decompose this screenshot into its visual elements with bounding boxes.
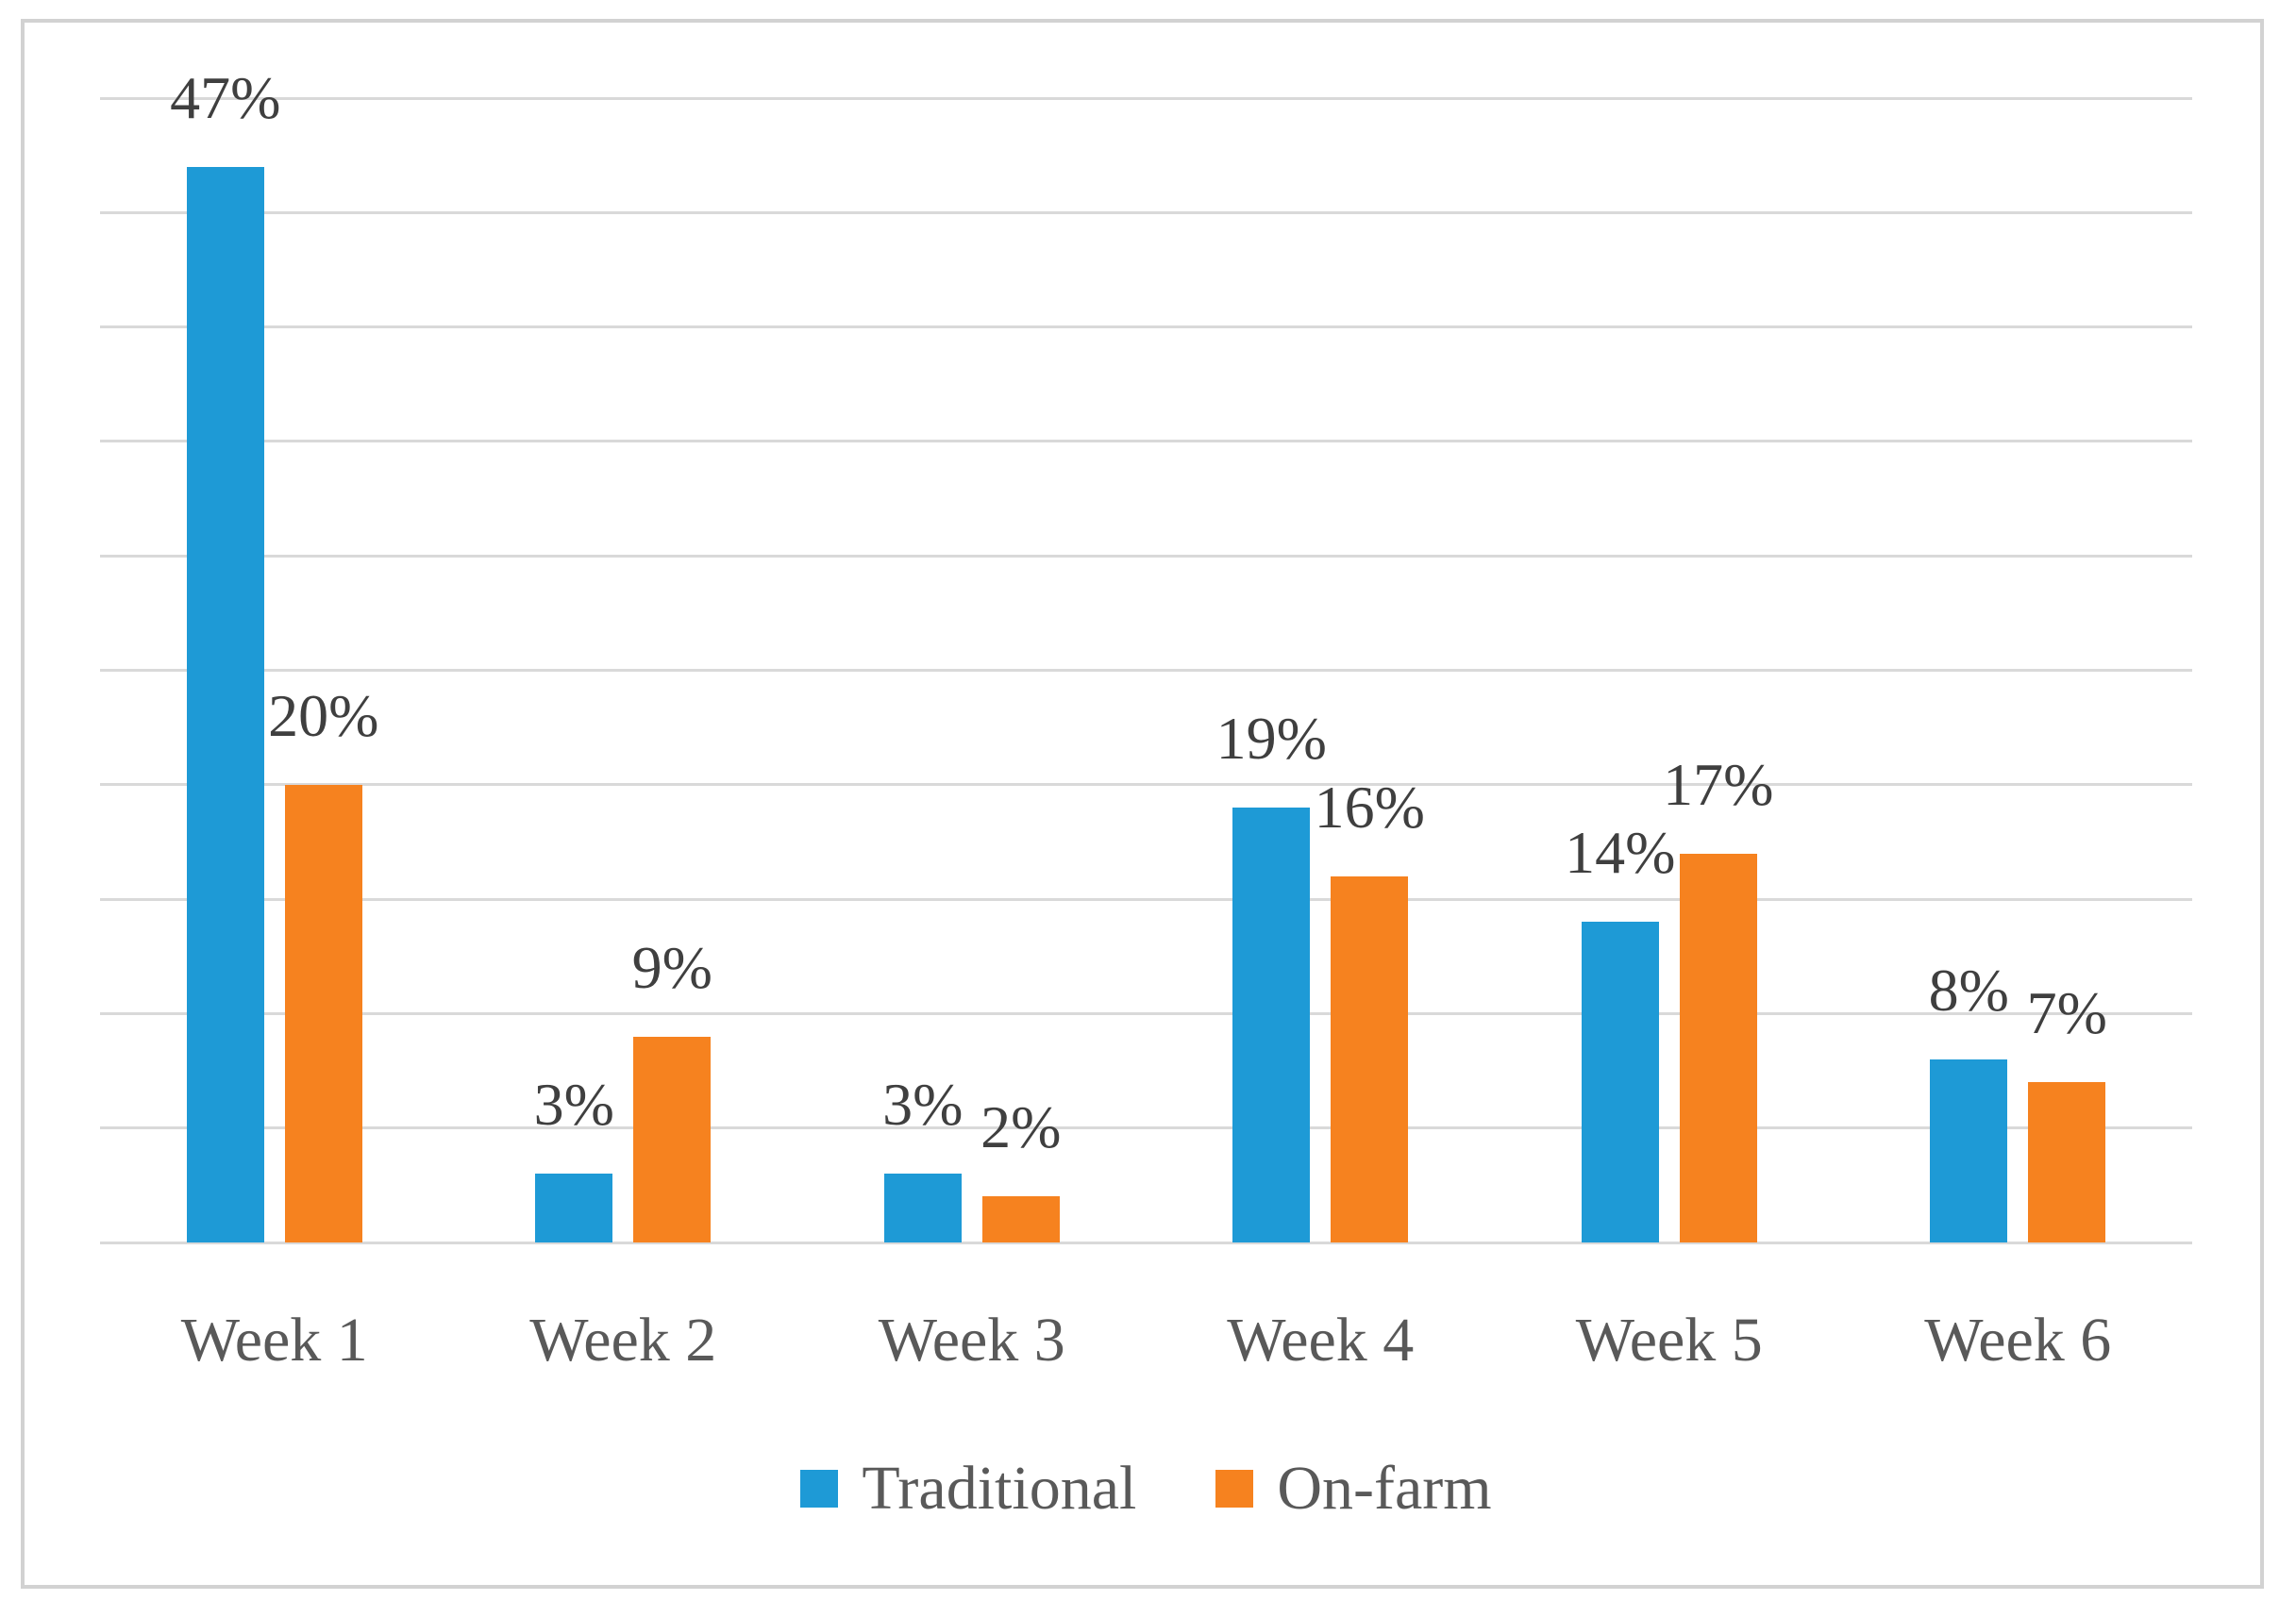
- data-label-on-farm-week-4: 16%: [1314, 773, 1425, 841]
- x-axis-labels: Week 1 Week 2 Week 3 Week 4 Week 5 Week 6: [100, 1298, 2192, 1383]
- data-label-traditional-week-2: 3%: [533, 1071, 614, 1139]
- x-axis-label-week-1: Week 1: [180, 1306, 368, 1375]
- gridline: [100, 554, 2192, 558]
- data-label-traditional-week-1: 47%: [170, 63, 281, 131]
- data-label-traditional-week-4: 19%: [1215, 705, 1327, 773]
- bar-on-farm-week-5: [1679, 853, 1757, 1242]
- legend-label-on-farm: On-farm: [1277, 1454, 1492, 1523]
- data-label-on-farm-week-5: 17%: [1663, 750, 1774, 818]
- bar-on-farm-week-1: [284, 784, 362, 1242]
- x-axis-baseline: [100, 1241, 2192, 1244]
- chart-legend: Traditional On-farm: [100, 1451, 2192, 1526]
- bar-traditional-week-2: [535, 1174, 613, 1242]
- traditional-series-swatch-icon: [800, 1470, 839, 1508]
- bar-traditional-week-5: [1581, 922, 1659, 1242]
- x-axis-label-week-3: Week 3: [878, 1306, 1065, 1375]
- gridline: [100, 1011, 2192, 1015]
- on-farm-series-swatch-icon: [1215, 1470, 1254, 1508]
- data-label-on-farm-week-6: 7%: [2026, 979, 2107, 1047]
- gridline: [100, 325, 2192, 329]
- bar-on-farm-week-2: [633, 1036, 712, 1242]
- bar-traditional-week-1: [186, 166, 264, 1242]
- gridline: [100, 897, 2192, 901]
- bar-on-farm-week-3: [981, 1196, 1060, 1242]
- x-axis-label-week-2: Week 2: [529, 1306, 717, 1375]
- legend-item-traditional: Traditional: [800, 1451, 1136, 1526]
- plot-area: 47% 3% 3% 19% 14% 8% 20% 9% 2% 16% 17% 7%: [100, 67, 2192, 1244]
- bar-traditional-week-4: [1232, 808, 1311, 1242]
- bar-on-farm-week-6: [2028, 1082, 2106, 1242]
- x-axis-label-week-4: Week 4: [1227, 1306, 1415, 1375]
- gridline: [100, 1126, 2192, 1130]
- legend-label-traditional: Traditional: [862, 1454, 1137, 1523]
- gridline: [100, 210, 2192, 214]
- x-axis-label-week-6: Week 6: [1924, 1306, 2112, 1375]
- gridline: [100, 783, 2192, 787]
- data-label-on-farm-week-2: 9%: [631, 933, 712, 1001]
- bar-on-farm-week-4: [1331, 875, 1409, 1242]
- legend-item-on-farm: On-farm: [1215, 1451, 1492, 1526]
- gridline: [100, 669, 2192, 672]
- data-label-on-farm-week-3: 2%: [980, 1093, 1062, 1161]
- data-label-traditional-week-3: 3%: [882, 1071, 964, 1139]
- data-label-traditional-week-5: 14%: [1565, 819, 1676, 887]
- data-label-on-farm-week-1: 20%: [268, 681, 379, 749]
- data-label-traditional-week-6: 8%: [1928, 956, 2009, 1024]
- bar-traditional-week-6: [1930, 1059, 2008, 1242]
- gridline: [100, 440, 2192, 443]
- gridline: [100, 96, 2192, 100]
- x-axis-label-week-5: Week 5: [1575, 1306, 1763, 1375]
- bar-traditional-week-3: [883, 1174, 962, 1242]
